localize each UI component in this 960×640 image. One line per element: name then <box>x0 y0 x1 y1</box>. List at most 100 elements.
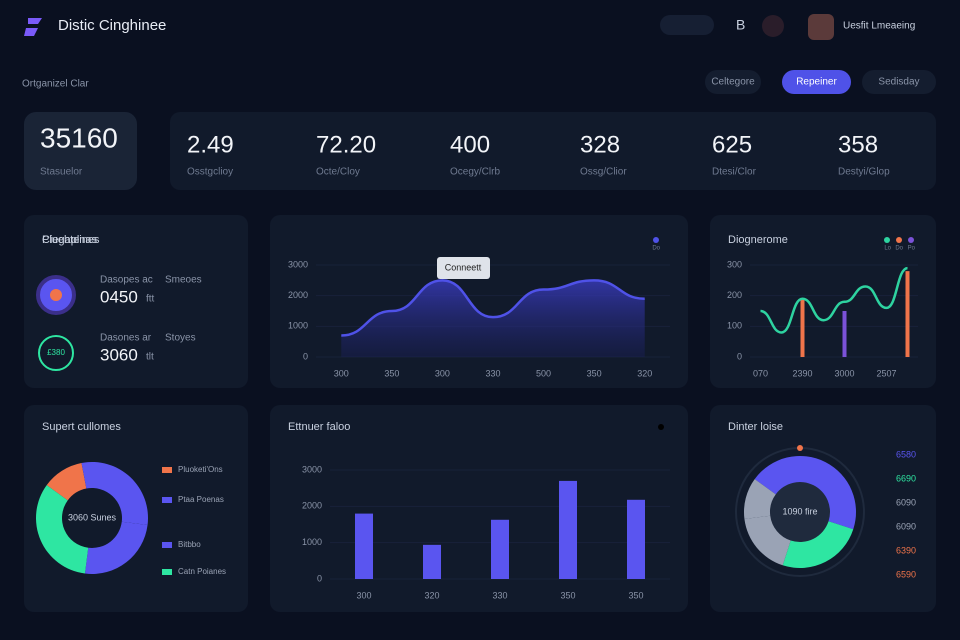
kpi-value: 358 <box>838 131 878 158</box>
legend-label: 6590 <box>896 569 916 579</box>
y-tick-label: 3000 <box>302 464 322 474</box>
kpi-label: Stasuelor <box>40 167 83 178</box>
donut-segment <box>744 515 791 566</box>
gauge-tag: Stoyes <box>165 333 196 344</box>
card <box>270 405 688 612</box>
gauge-icon <box>50 289 62 301</box>
logo <box>24 18 42 36</box>
gauge-badge: £380 <box>47 348 65 357</box>
avatar[interactable] <box>808 14 834 40</box>
legend-label: 6580 <box>896 449 916 459</box>
legend-label: Bitbbo <box>178 540 201 549</box>
section-title: Ortganizel Clar <box>22 79 89 90</box>
notification[interactable] <box>762 15 784 37</box>
card <box>24 215 248 388</box>
legend-swatch <box>162 569 172 575</box>
card-title: Pluehtenas <box>42 234 98 246</box>
y-tick-label: 100 <box>727 321 742 331</box>
kpi-label: Octe/Cloy <box>316 167 360 178</box>
line <box>760 266 909 334</box>
kpi-value: 328 <box>580 131 620 158</box>
kpi-value: 72.20 <box>316 131 376 158</box>
legend-swatch <box>162 497 172 503</box>
bar <box>559 480 577 579</box>
kpi-label: Ossg/Clior <box>580 167 627 178</box>
ring-dot <box>797 445 803 451</box>
donut-segment <box>84 521 148 574</box>
kpi-value: 35160 <box>40 122 118 153</box>
bar <box>355 513 373 579</box>
tab-label: Sedisday <box>878 77 919 88</box>
tooltip <box>437 257 490 279</box>
donut-segment <box>782 521 854 568</box>
legend-swatch <box>162 467 172 473</box>
y-tick-label: 2000 <box>302 501 322 511</box>
donut-center: 1090 fire <box>782 506 817 516</box>
x-tick-label: 070 <box>753 368 768 378</box>
y-tick-label: 2000 <box>288 290 308 300</box>
kpi-value: 400 <box>450 131 490 158</box>
x-tick-label: 330 <box>492 590 507 600</box>
x-tick-label: 2390 <box>792 368 812 378</box>
gauge-value: 0450 <box>100 287 138 306</box>
kpi-label: Ocegy/Clrb <box>450 167 500 178</box>
card-title: Dinter loise <box>728 421 783 433</box>
kpi-label: Destyi/Glop <box>838 167 890 178</box>
legend-label: Po <box>908 246 916 252</box>
line <box>341 279 645 337</box>
y-tick-label: 1000 <box>302 537 322 547</box>
x-tick-label: 350 <box>628 590 643 600</box>
user-name: Uesfit Lmeaeing <box>843 21 915 32</box>
legend-label: Do <box>652 246 660 252</box>
y-tick-label: 1000 <box>288 321 308 331</box>
legend-dot <box>884 237 890 243</box>
y-tick-label: 3000 <box>288 259 308 269</box>
legend-label: Pluoketi'Ons <box>178 465 223 474</box>
bar <box>800 298 805 357</box>
x-tick-label: 350 <box>560 590 575 600</box>
tab[interactable] <box>705 70 761 94</box>
legend-label: Ptaa Poenas <box>178 495 224 504</box>
donut-segment <box>81 462 148 526</box>
x-tick-label: 500 <box>536 368 551 378</box>
tab[interactable] <box>862 70 936 94</box>
kpi-card-main <box>24 112 137 190</box>
bar <box>627 499 645 579</box>
y-tick-label: 0 <box>303 351 308 361</box>
legend-label: 6690 <box>896 473 916 483</box>
x-tick-label: 320 <box>637 368 652 378</box>
x-tick-label: 350 <box>587 368 602 378</box>
y-tick-label: 0 <box>737 351 742 361</box>
legend-label: 6090 <box>896 521 916 531</box>
icon-button[interactable]: B <box>736 17 745 33</box>
legend-dot <box>908 237 914 243</box>
x-tick-label: 300 <box>356 590 371 600</box>
kpi-label: Osstgclioy <box>187 167 233 178</box>
y-tick-label: 200 <box>727 290 742 300</box>
donut-segment <box>744 479 776 520</box>
legend-dot <box>653 237 659 243</box>
y-tick-label: 300 <box>727 259 742 269</box>
y-tick-label: 0 <box>317 573 322 583</box>
bar <box>905 271 910 357</box>
x-tick-label: 350 <box>384 368 399 378</box>
kpi-value: 625 <box>712 131 752 158</box>
donut-center: 3060 Sunes <box>68 512 117 522</box>
x-tick-label: 320 <box>424 590 439 600</box>
gauge-unit: ftt <box>146 294 155 305</box>
x-tick-label: 2507 <box>876 368 896 378</box>
legend-label: 6390 <box>896 545 916 555</box>
x-tick-label: 330 <box>485 368 500 378</box>
card <box>710 215 936 388</box>
gauge-label: Dasopes ac <box>100 275 153 286</box>
x-tick-label: 300 <box>334 368 349 378</box>
tooltip-text: Conneett <box>445 262 482 272</box>
tab[interactable] <box>782 70 851 94</box>
search-pill[interactable] <box>660 15 714 35</box>
card-title: Diognerome <box>728 234 788 246</box>
legend-dot <box>658 424 664 430</box>
kpi-card <box>170 112 936 190</box>
tab-label: Repeiner <box>796 77 837 88</box>
